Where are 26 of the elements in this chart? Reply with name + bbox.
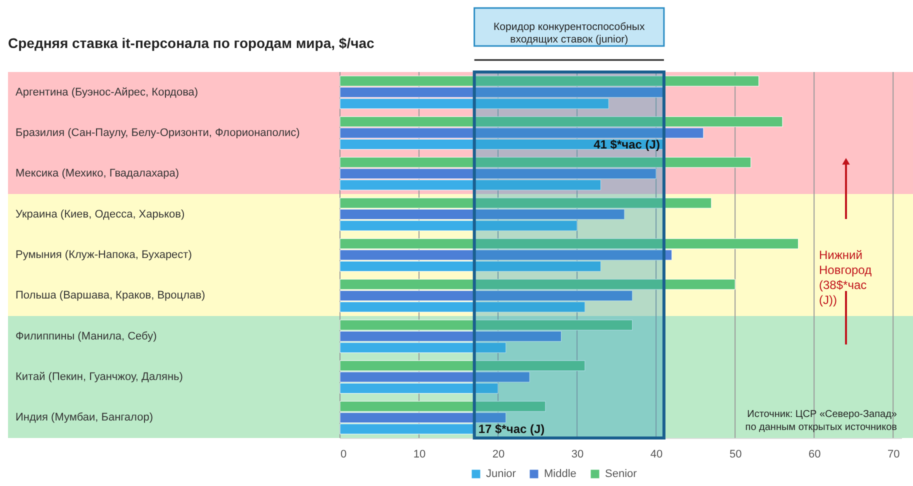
y-tick-label: Филиппины (Манила, Себу) <box>16 330 157 342</box>
y-tick-label: Польша (Варшава, Краков, Вроцлав) <box>16 290 206 302</box>
y-tick-label: Индия (Мумбаи, Бангалор) <box>16 412 153 424</box>
x-tick-label: 70 <box>887 448 900 460</box>
x-tick-label: 10 <box>413 448 426 460</box>
annotation: Нижний Новгород (38$*час (J)) <box>819 248 872 307</box>
y-tick-label: Аргентина (Буэнос-Айрес, Кордова) <box>16 86 198 98</box>
x-tick-label: 60 <box>808 448 821 460</box>
y-tick-label: Китай (Пекин, Гуанчжоу, Далянь) <box>16 371 183 383</box>
annotation: 41 $*час (J) <box>594 137 660 152</box>
legend-label: Junior <box>486 468 516 480</box>
annotation: 17 $*час (J) <box>478 422 545 436</box>
legend-label: Middle <box>544 468 576 480</box>
legend-label: Senior <box>605 468 638 480</box>
band-label: Коридор конкурентоспособных входящих ставок (junior) <box>494 21 646 46</box>
x-tick-label: 0 <box>340 448 347 460</box>
y-tick-label: Бразилия (Сан-Паулу, Белу-Оризонти, Флорионаполис) <box>16 127 300 139</box>
x-tick-label: 20 <box>492 448 505 460</box>
annotation: Источник: ЦСР «Северо-Запад» по данным открытых источников <box>745 409 898 433</box>
x-tick-label: 30 <box>571 448 584 460</box>
y-tick-label: Румыния (Клуж-Напока, Бухарест) <box>16 249 192 261</box>
x-tick-label: 50 <box>729 448 742 460</box>
text: Средняя ставка it-персонала по городам мира, $/час <box>8 35 374 51</box>
x-tick-label: 40 <box>650 448 663 460</box>
y-tick-label: Мексика (Мехико, Гвадалахара) <box>16 168 179 180</box>
y-tick-label: Украина (Киев, Одесса, Харьков) <box>16 208 185 220</box>
